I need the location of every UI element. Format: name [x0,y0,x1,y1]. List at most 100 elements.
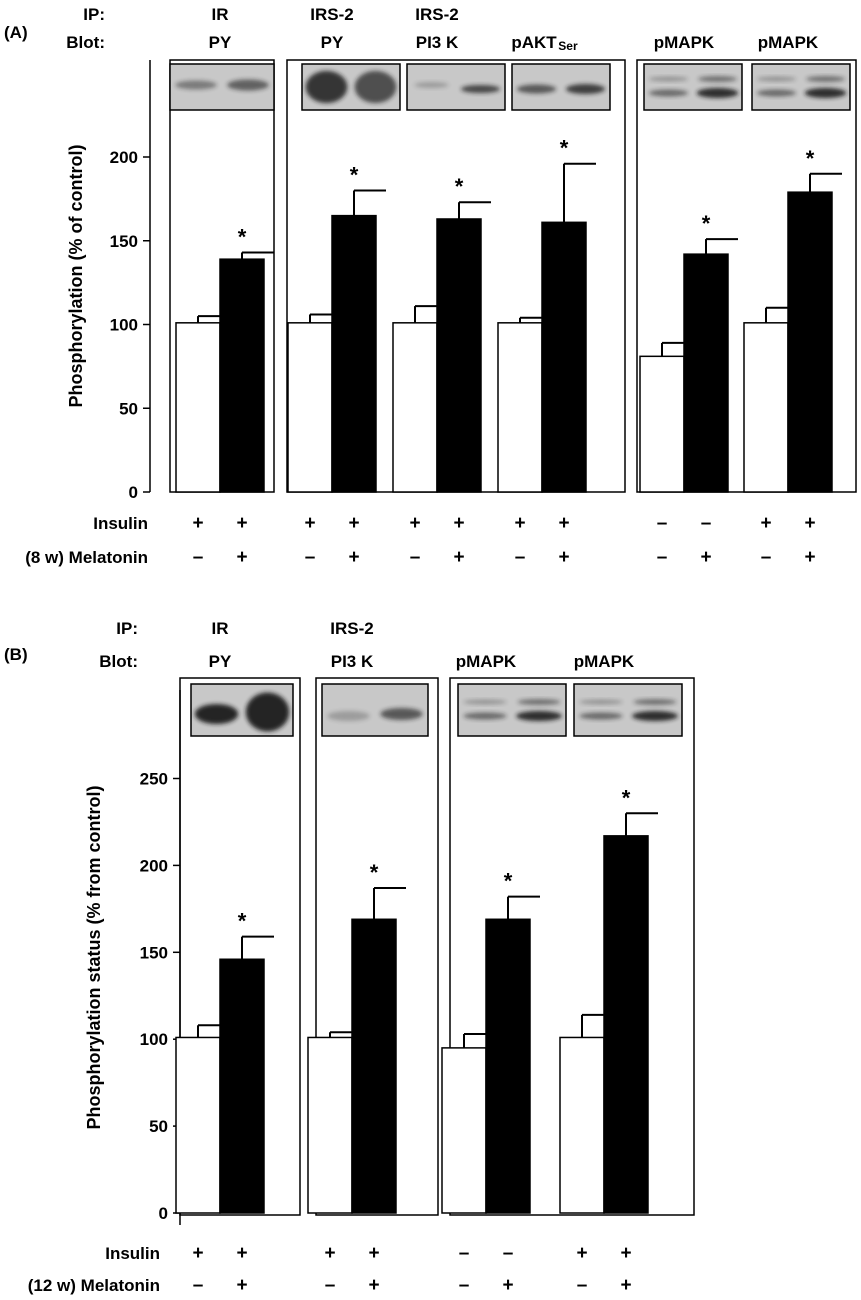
insulin-sign-a-2-1: + [304,513,315,534]
insulin-row-label-b: Insulin [105,1244,160,1263]
bar-b-3-control [441,1047,487,1214]
insulin-sign-a-2-2: + [348,513,359,534]
blot-band [804,88,847,98]
blot-image-a-2 [301,63,401,111]
group-box-b-1 [179,677,301,1216]
y-axis-title-b: Phosphorylation status (% from control) [84,785,104,1129]
insulin-sign-a-6-1: + [760,513,771,534]
blot-band [227,79,269,91]
significance-asterisk-b-2: * [370,860,379,885]
melatonin-sign-a-6-2: + [804,547,815,568]
blot-row-label: Blot: [99,652,138,671]
y-tick-label-a-0: 0 [129,483,138,502]
bar-a-1-melatonin [219,258,265,493]
blot-image-a-3 [406,63,506,111]
blot-band [579,712,623,720]
blot-band [516,84,557,94]
blot-band [696,88,739,98]
significance-asterisk-a-5: * [702,211,711,236]
insulin-sign-a-6-2: + [804,513,815,534]
bar-b-3-melatonin [485,918,531,1214]
insulin-sign-b-1-2: + [236,1243,247,1264]
blot-band [632,711,678,721]
blot-label-a-2: PY [321,33,344,52]
y-tick-label-b-0: 0 [159,1204,168,1223]
melatonin-sign-a-3-2: + [453,547,464,568]
blot-image-a-4 [511,63,611,111]
y-tick-label-b-100: 100 [140,1030,168,1049]
blot-image-a-6 [751,63,851,111]
y-tick-label-a-200: 200 [110,148,138,167]
blot-frame [751,63,851,111]
bar-a-2-melatonin [331,214,377,493]
melatonin-sign-a-2-1: – [305,547,316,568]
melatonin-sign-a-6-1: – [761,547,772,568]
blot-band [805,76,846,82]
y-tick-label-b-150: 150 [140,943,168,962]
bar-a-5-melatonin [683,253,729,493]
blot-band [305,70,348,104]
ip-label-a-1: IR [212,5,229,24]
blot-band [175,80,217,90]
melatonin-sign-b-3-2: + [502,1275,513,1296]
bar-a-5-control [639,355,685,493]
panel-label-b: (B) [4,645,28,664]
bar-a-3-melatonin [436,218,482,493]
blot-image-b-1 [190,683,294,737]
blot-band [327,711,370,721]
blot-sub-label-a-4: Ser [558,39,578,53]
y-axis-title-a: Phosphorylation (% of control) [66,145,86,408]
insulin-sign-b-3-1: – [459,1243,470,1264]
blot-image-b-4 [573,683,683,737]
panel-label-a: (A) [4,23,28,42]
y-tick-label-a-150: 150 [110,232,138,251]
blot-band [756,89,797,97]
blot-band [565,84,606,94]
blot-band [648,89,689,97]
blot-label-a-4: pAKT [511,33,557,52]
significance-asterisk-b-4: * [622,785,631,810]
blot-label-b-1: PY [209,652,232,671]
insulin-sign-a-4-1: + [514,513,525,534]
melatonin-sign-b-1-2: + [236,1275,247,1296]
insulin-sign-a-5-1: – [657,513,668,534]
insulin-sign-a-5-2: – [701,513,712,534]
y-tick-label-b-250: 250 [140,770,168,789]
melatonin-sign-b-3-1: – [459,1275,470,1296]
bar-b-2-melatonin [351,918,397,1214]
melatonin-sign-b-4-2: + [620,1275,631,1296]
insulin-sign-a-3-2: + [453,513,464,534]
bar-b-4-control [559,1036,605,1214]
blot-frame [643,63,743,111]
blot-image-a-1 [169,63,275,111]
insulin-sign-a-3-1: + [409,513,420,534]
significance-asterisk-a-4: * [560,136,569,161]
significance-asterisk-a-6: * [806,146,815,171]
melatonin-row-label-b: (12 w) Melatonin [28,1276,160,1295]
blot-band [579,699,623,705]
group-box-b-2 [315,677,439,1216]
significance-asterisk-b-1: * [238,909,247,934]
melatonin-sign-a-3-1: – [410,547,421,568]
insulin-sign-a-1-2: + [236,513,247,534]
insulin-sign-b-3-2: – [503,1243,514,1264]
ip-row-label: IP: [116,619,138,638]
significance-asterisk-a-3: * [455,174,464,199]
bar-b-1-control [175,1036,221,1214]
insulin-sign-b-4-2: + [620,1243,631,1264]
bar-a-4-control [497,322,543,493]
blot-band [194,704,239,724]
insulin-sign-b-1-1: + [192,1243,203,1264]
blot-image-a-5 [643,63,743,111]
insulin-sign-b-4-1: + [576,1243,587,1264]
blot-frame [573,683,683,737]
blot-label-a-6: pMAPK [758,33,819,52]
bar-b-2-control [307,1036,353,1214]
bar-a-4-melatonin [541,221,587,493]
bar-a-6-control [743,322,789,493]
y-tick-label-a-50: 50 [119,399,138,418]
melatonin-sign-a-5-2: + [700,547,711,568]
blot-label-b-4: pMAPK [574,652,635,671]
y-tick-label-b-200: 200 [140,856,168,875]
